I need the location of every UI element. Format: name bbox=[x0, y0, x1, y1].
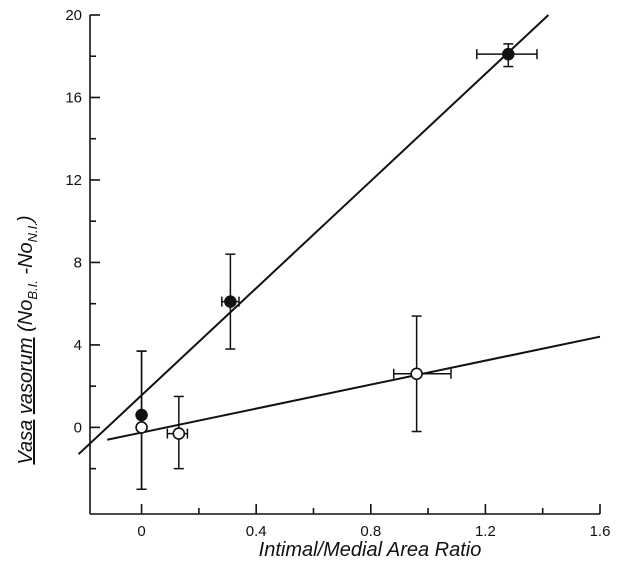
data-point-filled bbox=[502, 47, 515, 61]
y-tick-label: 8 bbox=[74, 254, 82, 271]
x-tick-label: 1.2 bbox=[475, 523, 496, 540]
axes bbox=[89, 14, 601, 515]
error-bars bbox=[136, 43, 538, 491]
y-title-sub-bi: B.I. bbox=[25, 280, 40, 300]
y-tick-label: 4 bbox=[74, 337, 82, 354]
x-tick-label: 0.8 bbox=[360, 523, 381, 540]
svg-text:Vasa vasorum (NoB.I. -NoN.I.): Vasa vasorum (NoB.I. -NoN.I.) bbox=[15, 215, 40, 464]
fit-line-filled bbox=[77, 14, 550, 455]
x-tick-label: 0.4 bbox=[246, 523, 267, 540]
x-axis-title: Intimal/Medial Area Ratio bbox=[259, 539, 482, 561]
data-point-open bbox=[135, 421, 148, 434]
y-axis-title: Vasa vasorum (NoB.I. -NoN.I.) bbox=[15, 215, 40, 464]
y-title-open: (No bbox=[15, 300, 37, 332]
y-title-close: ) bbox=[15, 215, 37, 224]
y-tick-label: 0 bbox=[74, 419, 82, 436]
data-point-open bbox=[172, 427, 186, 440]
data-point-filled bbox=[135, 408, 148, 422]
y-title-vasa: Vasa bbox=[15, 420, 37, 465]
y-title-minus: -No bbox=[15, 242, 37, 280]
x-tick-label: 0 bbox=[137, 523, 145, 540]
y-tick-label: 20 bbox=[65, 7, 82, 24]
y-tick-label: 16 bbox=[65, 89, 82, 106]
y-title-vasorum: vasorum bbox=[15, 337, 37, 414]
y-title-sub-ni: N.I. bbox=[25, 222, 40, 242]
fit-lines bbox=[77, 14, 601, 455]
y-tick-labels: 0 4 8 12 16 20 bbox=[65, 7, 82, 436]
y-tick-label: 12 bbox=[65, 172, 82, 189]
fit-line-open bbox=[106, 335, 601, 441]
data-point-open bbox=[410, 367, 423, 381]
data-points bbox=[135, 47, 515, 440]
x-tick-label: 1.6 bbox=[590, 523, 611, 540]
x-tick-labels: 0 0.4 0.8 1.2 1.6 bbox=[137, 523, 610, 540]
data-point-filled bbox=[224, 295, 237, 308]
